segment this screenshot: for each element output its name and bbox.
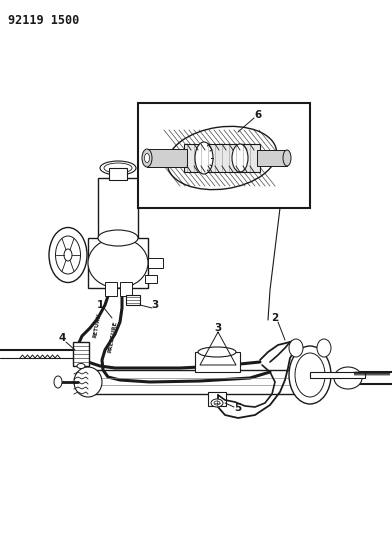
Ellipse shape xyxy=(145,154,149,163)
Bar xyxy=(148,258,163,268)
Ellipse shape xyxy=(49,228,87,282)
Ellipse shape xyxy=(104,163,132,173)
Ellipse shape xyxy=(88,238,148,288)
Text: 3: 3 xyxy=(214,323,221,333)
Ellipse shape xyxy=(289,339,303,357)
Bar xyxy=(126,295,140,305)
Ellipse shape xyxy=(100,161,136,175)
Ellipse shape xyxy=(64,249,72,261)
Text: RETURN: RETURN xyxy=(93,312,102,338)
Bar xyxy=(208,392,226,406)
Ellipse shape xyxy=(295,353,325,397)
Ellipse shape xyxy=(283,150,291,166)
Ellipse shape xyxy=(167,126,277,190)
Ellipse shape xyxy=(77,364,85,368)
Ellipse shape xyxy=(334,367,362,389)
Text: 4: 4 xyxy=(58,333,66,343)
Ellipse shape xyxy=(317,339,331,357)
Bar xyxy=(147,149,187,167)
Bar xyxy=(105,282,117,296)
Bar xyxy=(138,103,310,208)
Ellipse shape xyxy=(211,399,223,407)
Bar xyxy=(257,150,287,166)
Ellipse shape xyxy=(74,367,102,397)
Bar xyxy=(88,238,148,288)
Bar xyxy=(195,352,240,372)
Bar xyxy=(98,178,138,238)
Text: 2: 2 xyxy=(271,313,279,323)
Ellipse shape xyxy=(142,149,152,167)
Bar xyxy=(73,342,89,366)
Ellipse shape xyxy=(98,230,138,246)
Ellipse shape xyxy=(214,401,220,405)
Bar xyxy=(184,144,260,172)
Text: 92119 1500: 92119 1500 xyxy=(8,14,79,27)
Bar xyxy=(88,370,310,394)
Text: 1: 1 xyxy=(96,300,103,310)
Bar xyxy=(109,168,127,180)
Ellipse shape xyxy=(195,142,213,174)
Ellipse shape xyxy=(54,376,62,388)
Bar xyxy=(120,282,132,296)
Text: 5: 5 xyxy=(234,403,241,413)
Ellipse shape xyxy=(198,347,236,357)
Text: 6: 6 xyxy=(254,110,261,120)
Ellipse shape xyxy=(232,144,248,172)
Bar xyxy=(145,275,157,283)
Ellipse shape xyxy=(56,236,80,274)
Text: 3: 3 xyxy=(151,300,159,310)
Ellipse shape xyxy=(289,346,331,404)
Text: PRESSURE: PRESSURE xyxy=(108,321,118,353)
Bar xyxy=(310,372,365,378)
